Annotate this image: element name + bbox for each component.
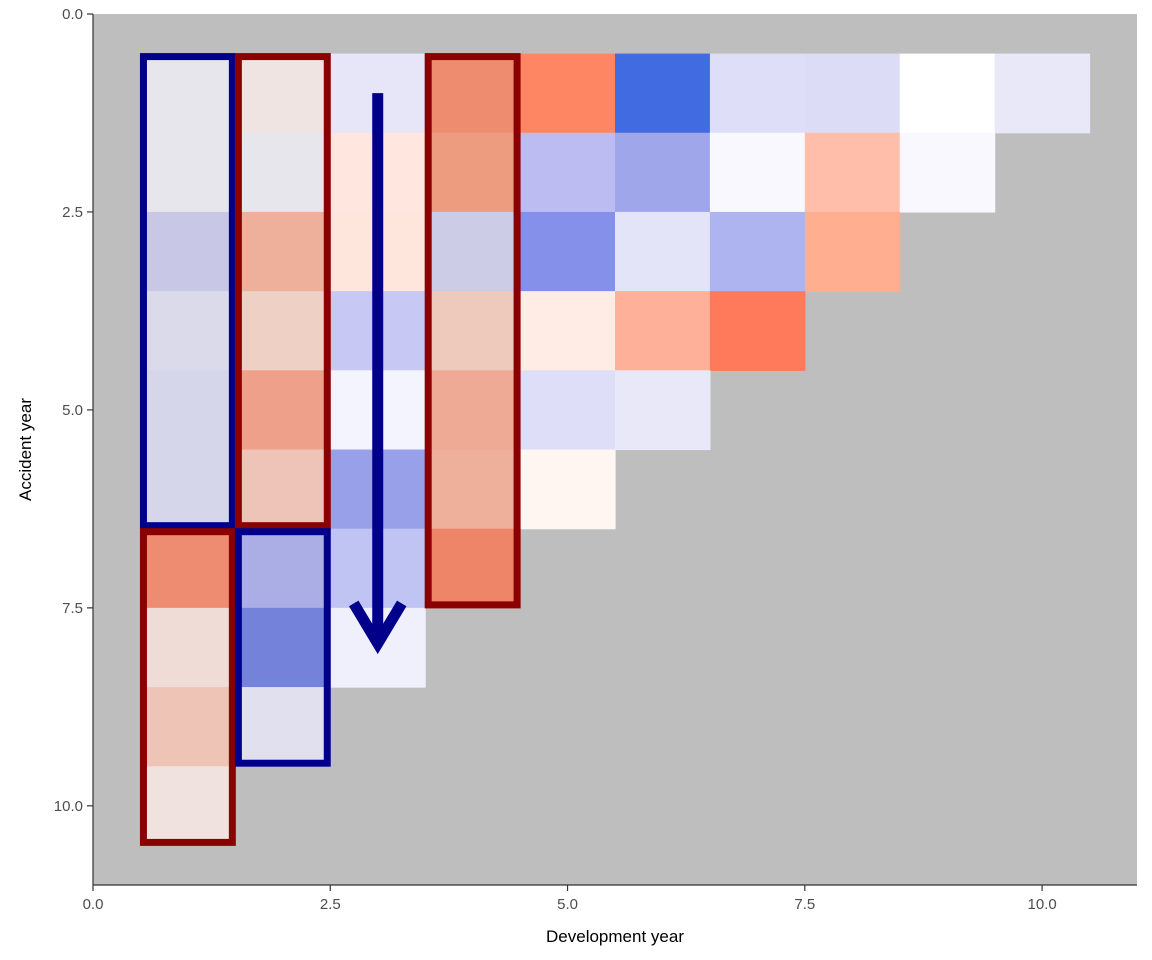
heatmap-cell-3-2 xyxy=(235,211,331,292)
heatmap-cell-9-2 xyxy=(235,687,331,767)
arrow-head xyxy=(349,600,407,655)
heatmap-cell-2-5 xyxy=(520,132,616,213)
heatmap-cell-3-4 xyxy=(425,211,521,292)
heatmap-cell-6-2 xyxy=(235,449,331,530)
heatmap-cell-5-2 xyxy=(235,370,331,451)
heatmap-cell-1-8 xyxy=(804,53,901,134)
heatmap-cell-3-8 xyxy=(804,211,901,292)
heatmap-cell-2-8 xyxy=(804,132,901,213)
heatmap-cell-4-6 xyxy=(615,291,711,371)
heatmap-cell-8-1 xyxy=(140,607,236,688)
highlight-box-1 xyxy=(139,53,236,530)
heatmap-cell-5-5 xyxy=(520,370,616,451)
heatmap-cell-6-1 xyxy=(140,449,236,530)
x-tick-label: 10.0 xyxy=(1027,896,1056,913)
y-tick-label: 5.0 xyxy=(62,402,83,419)
heatmap-cell-1-9 xyxy=(899,53,996,134)
x-tick-label: 2.5 xyxy=(320,896,341,913)
heatmap-cell-5-6 xyxy=(615,370,711,451)
heatmap-cell-3-7 xyxy=(709,211,806,292)
heatmap-cell-2-9 xyxy=(899,132,996,213)
heatmap-cell-4-5 xyxy=(520,291,616,371)
heatmap-cell-1-10 xyxy=(994,53,1091,134)
y-tick-label: 2.5 xyxy=(62,204,83,221)
heatmap-cell-9-1 xyxy=(140,687,236,767)
heatmap-cell-2-1 xyxy=(140,132,236,213)
x-axis-title: Development year xyxy=(546,927,684,946)
x-tick-label: 0.0 xyxy=(83,896,104,913)
heatmap-cell-2-2 xyxy=(235,132,331,213)
heatmap-cell-5-1 xyxy=(140,370,236,451)
heatmap-cell-8-2 xyxy=(235,607,331,688)
highlight-box-2 xyxy=(234,53,331,530)
heatmap-cell-2-4 xyxy=(425,132,521,213)
heatmap-cell-2-6 xyxy=(615,132,711,213)
heatmap-cell-4-4 xyxy=(425,291,521,371)
heatmap-cell-2-7 xyxy=(709,132,806,213)
heatmap-cell-4-2 xyxy=(235,291,331,371)
direction-arrow xyxy=(349,93,407,655)
heatmap-cell-7-1 xyxy=(140,528,236,609)
heatmap-cell-5-4 xyxy=(425,370,521,451)
heatmap-cell-6-5 xyxy=(520,449,616,530)
heatmap-cell-4-1 xyxy=(140,291,236,371)
heatmap-cell-10-1 xyxy=(140,766,236,847)
y-tick-label: 10.0 xyxy=(54,798,83,815)
highlight-box-5 xyxy=(234,528,331,767)
heatmap-cell-1-6 xyxy=(615,53,711,134)
y-tick-label: 7.5 xyxy=(62,600,83,617)
heatmap-cell-3-5 xyxy=(520,211,616,292)
x-tick-label: 7.5 xyxy=(794,896,815,913)
x-tick-label: 5.0 xyxy=(557,896,578,913)
heatmap-cell-4-7 xyxy=(709,291,806,371)
y-axis-title: Accident year xyxy=(16,398,35,501)
highlight-boxes xyxy=(139,53,521,846)
heatmap-cell-1-4 xyxy=(425,53,521,134)
y-tick-label: 0.0 xyxy=(62,6,83,23)
heatmap-cell-3-1 xyxy=(140,211,236,292)
heatmap-cell-1-7 xyxy=(709,53,806,134)
highlight-box-4 xyxy=(139,528,236,846)
heatmap-cell-1-1 xyxy=(140,53,236,134)
highlight-box-3 xyxy=(424,53,521,609)
heatmap-cell-1-2 xyxy=(235,53,331,134)
heatmap-cell-3-6 xyxy=(615,211,711,292)
heatmap-cell-7-2 xyxy=(235,528,331,609)
heatmap-cells xyxy=(140,53,1091,847)
heatmap-cell-6-4 xyxy=(425,449,521,530)
heatmap-cell-1-5 xyxy=(520,53,616,134)
heatmap-cell-7-4 xyxy=(425,528,521,609)
axes: 0.0 2.5 5.0 7.5 10.0 0.0 2.5 5.0 7.5 10.0 xyxy=(54,6,1137,913)
